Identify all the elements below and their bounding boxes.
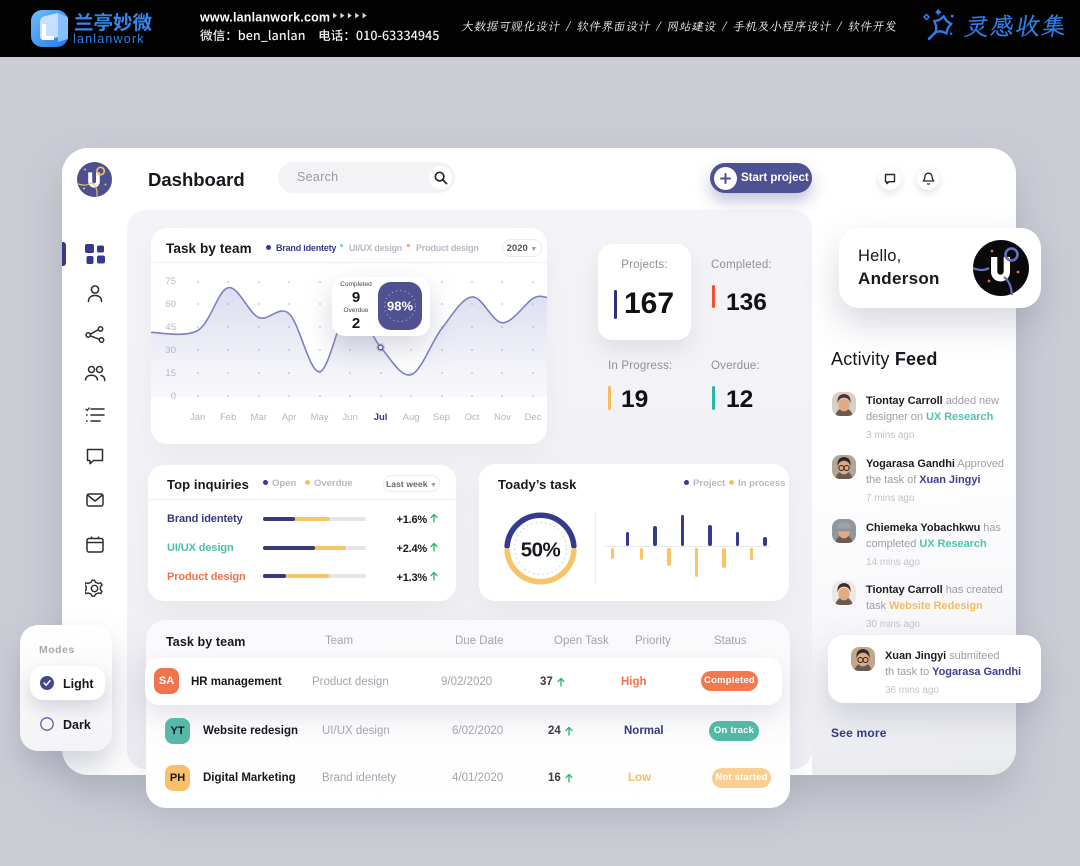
svg-text:98%: 98%: [387, 299, 413, 314]
svg-text:50%: 50%: [521, 539, 561, 562]
svg-text:lanlanwork: lanlanwork: [73, 32, 145, 46]
svg-text:www.lanlanwork.com: www.lanlanwork.com: [199, 11, 330, 25]
